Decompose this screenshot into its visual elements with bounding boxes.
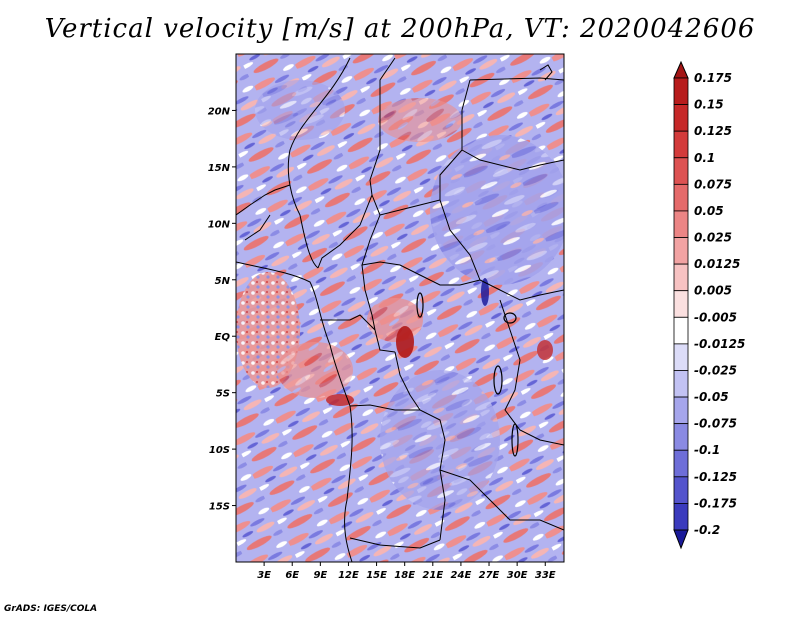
chart-title: Vertical velocity [m/s] at 200hPa, VT: 2… xyxy=(44,14,756,44)
colorbar-label: 0.0125 xyxy=(694,257,740,271)
lon-tick-label: 21E xyxy=(422,570,443,581)
descent-region-north xyxy=(255,80,345,140)
latitude-axis: 20N 15N 10N 5N EQ 5S 10S 15S xyxy=(208,106,236,513)
colorbar-label: -0.025 xyxy=(694,363,737,377)
lon-tick-label: 6E xyxy=(285,570,299,581)
colorbar-label: -0.005 xyxy=(694,310,737,324)
colorbar-label: 0.025 xyxy=(694,231,732,245)
colorbar-label: -0.2 xyxy=(694,523,720,537)
colorbar-segment xyxy=(673,263,689,292)
lat-tick-label: 15N xyxy=(208,163,231,174)
colorbar-segment xyxy=(673,423,689,451)
colorbar-label: -0.1 xyxy=(694,443,720,457)
map-chart: 20N 15N 10N 5N EQ 5S 10S 15S 3E 6E 9E 12E 15E 18E 21E… xyxy=(208,53,745,581)
lat-tick-label: EQ xyxy=(215,332,231,343)
colorbar-label: -0.125 xyxy=(694,470,737,484)
colorbar-segment xyxy=(673,210,689,238)
ascent-region-coast xyxy=(277,342,353,398)
footer-credit: GrADS: IGES/COLA xyxy=(4,604,98,614)
lon-tick-label: 27E xyxy=(479,570,500,581)
colorbar-top-arrow xyxy=(673,60,689,79)
country-borders xyxy=(236,57,564,562)
lat-tick-label: 10S xyxy=(209,445,230,456)
colorbar-label: -0.175 xyxy=(694,496,737,510)
lat-tick-label: 5S xyxy=(216,389,230,400)
longitude-axis: 3E 6E 9E 12E 15E 18E 21E 24E 27E 30E 33E xyxy=(257,562,556,581)
colorbar-segment xyxy=(673,476,689,504)
colorbar-segment xyxy=(673,396,689,425)
colorbar-label: 0.1 xyxy=(694,151,715,165)
colorbar-segment xyxy=(673,370,689,398)
lake-outlines xyxy=(416,292,519,457)
colorbar-label: 0.05 xyxy=(694,204,724,218)
colorbar-segment xyxy=(673,343,689,371)
strong-downdraft-core xyxy=(481,278,489,306)
colorbar-label: -0.05 xyxy=(694,390,729,404)
colorbar-segment xyxy=(673,503,689,531)
map-frame xyxy=(235,53,565,563)
lon-tick-label: 18E xyxy=(394,570,415,581)
strong-updraft-core xyxy=(396,326,414,358)
descent-region-south xyxy=(380,370,500,510)
colorbar-segment xyxy=(673,157,689,185)
colorbar-segment xyxy=(673,104,689,132)
lat-tick-label: 5N xyxy=(215,276,231,287)
colorbar-segment xyxy=(673,237,689,265)
lon-tick-label: 24E xyxy=(451,570,472,581)
lon-tick-label: 30E xyxy=(507,570,528,581)
ascent-region-congo xyxy=(367,298,423,342)
colorbar-segment xyxy=(673,449,689,478)
colorbar-segment xyxy=(673,183,689,212)
colorbar-bottom-arrow xyxy=(673,529,689,550)
colorbar-label: -0.075 xyxy=(694,417,737,431)
colorbar-label: 0.15 xyxy=(694,98,724,112)
descent-region-east xyxy=(430,135,564,285)
map-panel xyxy=(236,54,564,562)
colorbar-segment xyxy=(673,290,689,318)
colorbar-label: 0.125 xyxy=(694,124,732,138)
colorbar-segment xyxy=(673,316,689,345)
lat-tick-label: 10N xyxy=(208,219,231,230)
lon-tick-label: 15E xyxy=(366,570,387,581)
colorbar-segment xyxy=(673,77,689,105)
colorbar-label: -0.0125 xyxy=(694,337,745,351)
colorbar: 0.175 0.15 0.125 0.1 0.075 0.05 0.025 0.0125 0.0… xyxy=(673,60,745,550)
colorbar-label: 0.005 xyxy=(694,284,732,298)
colorbar-label: 0.075 xyxy=(694,177,732,191)
lat-tick-label: 20N xyxy=(208,106,231,117)
strong-updraft-east xyxy=(537,340,553,360)
colorbar-label: 0.175 xyxy=(694,71,732,85)
lon-tick-label: 12E xyxy=(338,570,359,581)
lon-tick-label: 33E xyxy=(535,570,556,581)
ascent-region-sahara xyxy=(378,98,462,142)
lon-tick-label: 3E xyxy=(257,570,271,581)
lat-tick-label: 15S xyxy=(209,502,230,513)
colorbar-segment xyxy=(673,130,689,159)
lon-tick-label: 9E xyxy=(313,570,327,581)
